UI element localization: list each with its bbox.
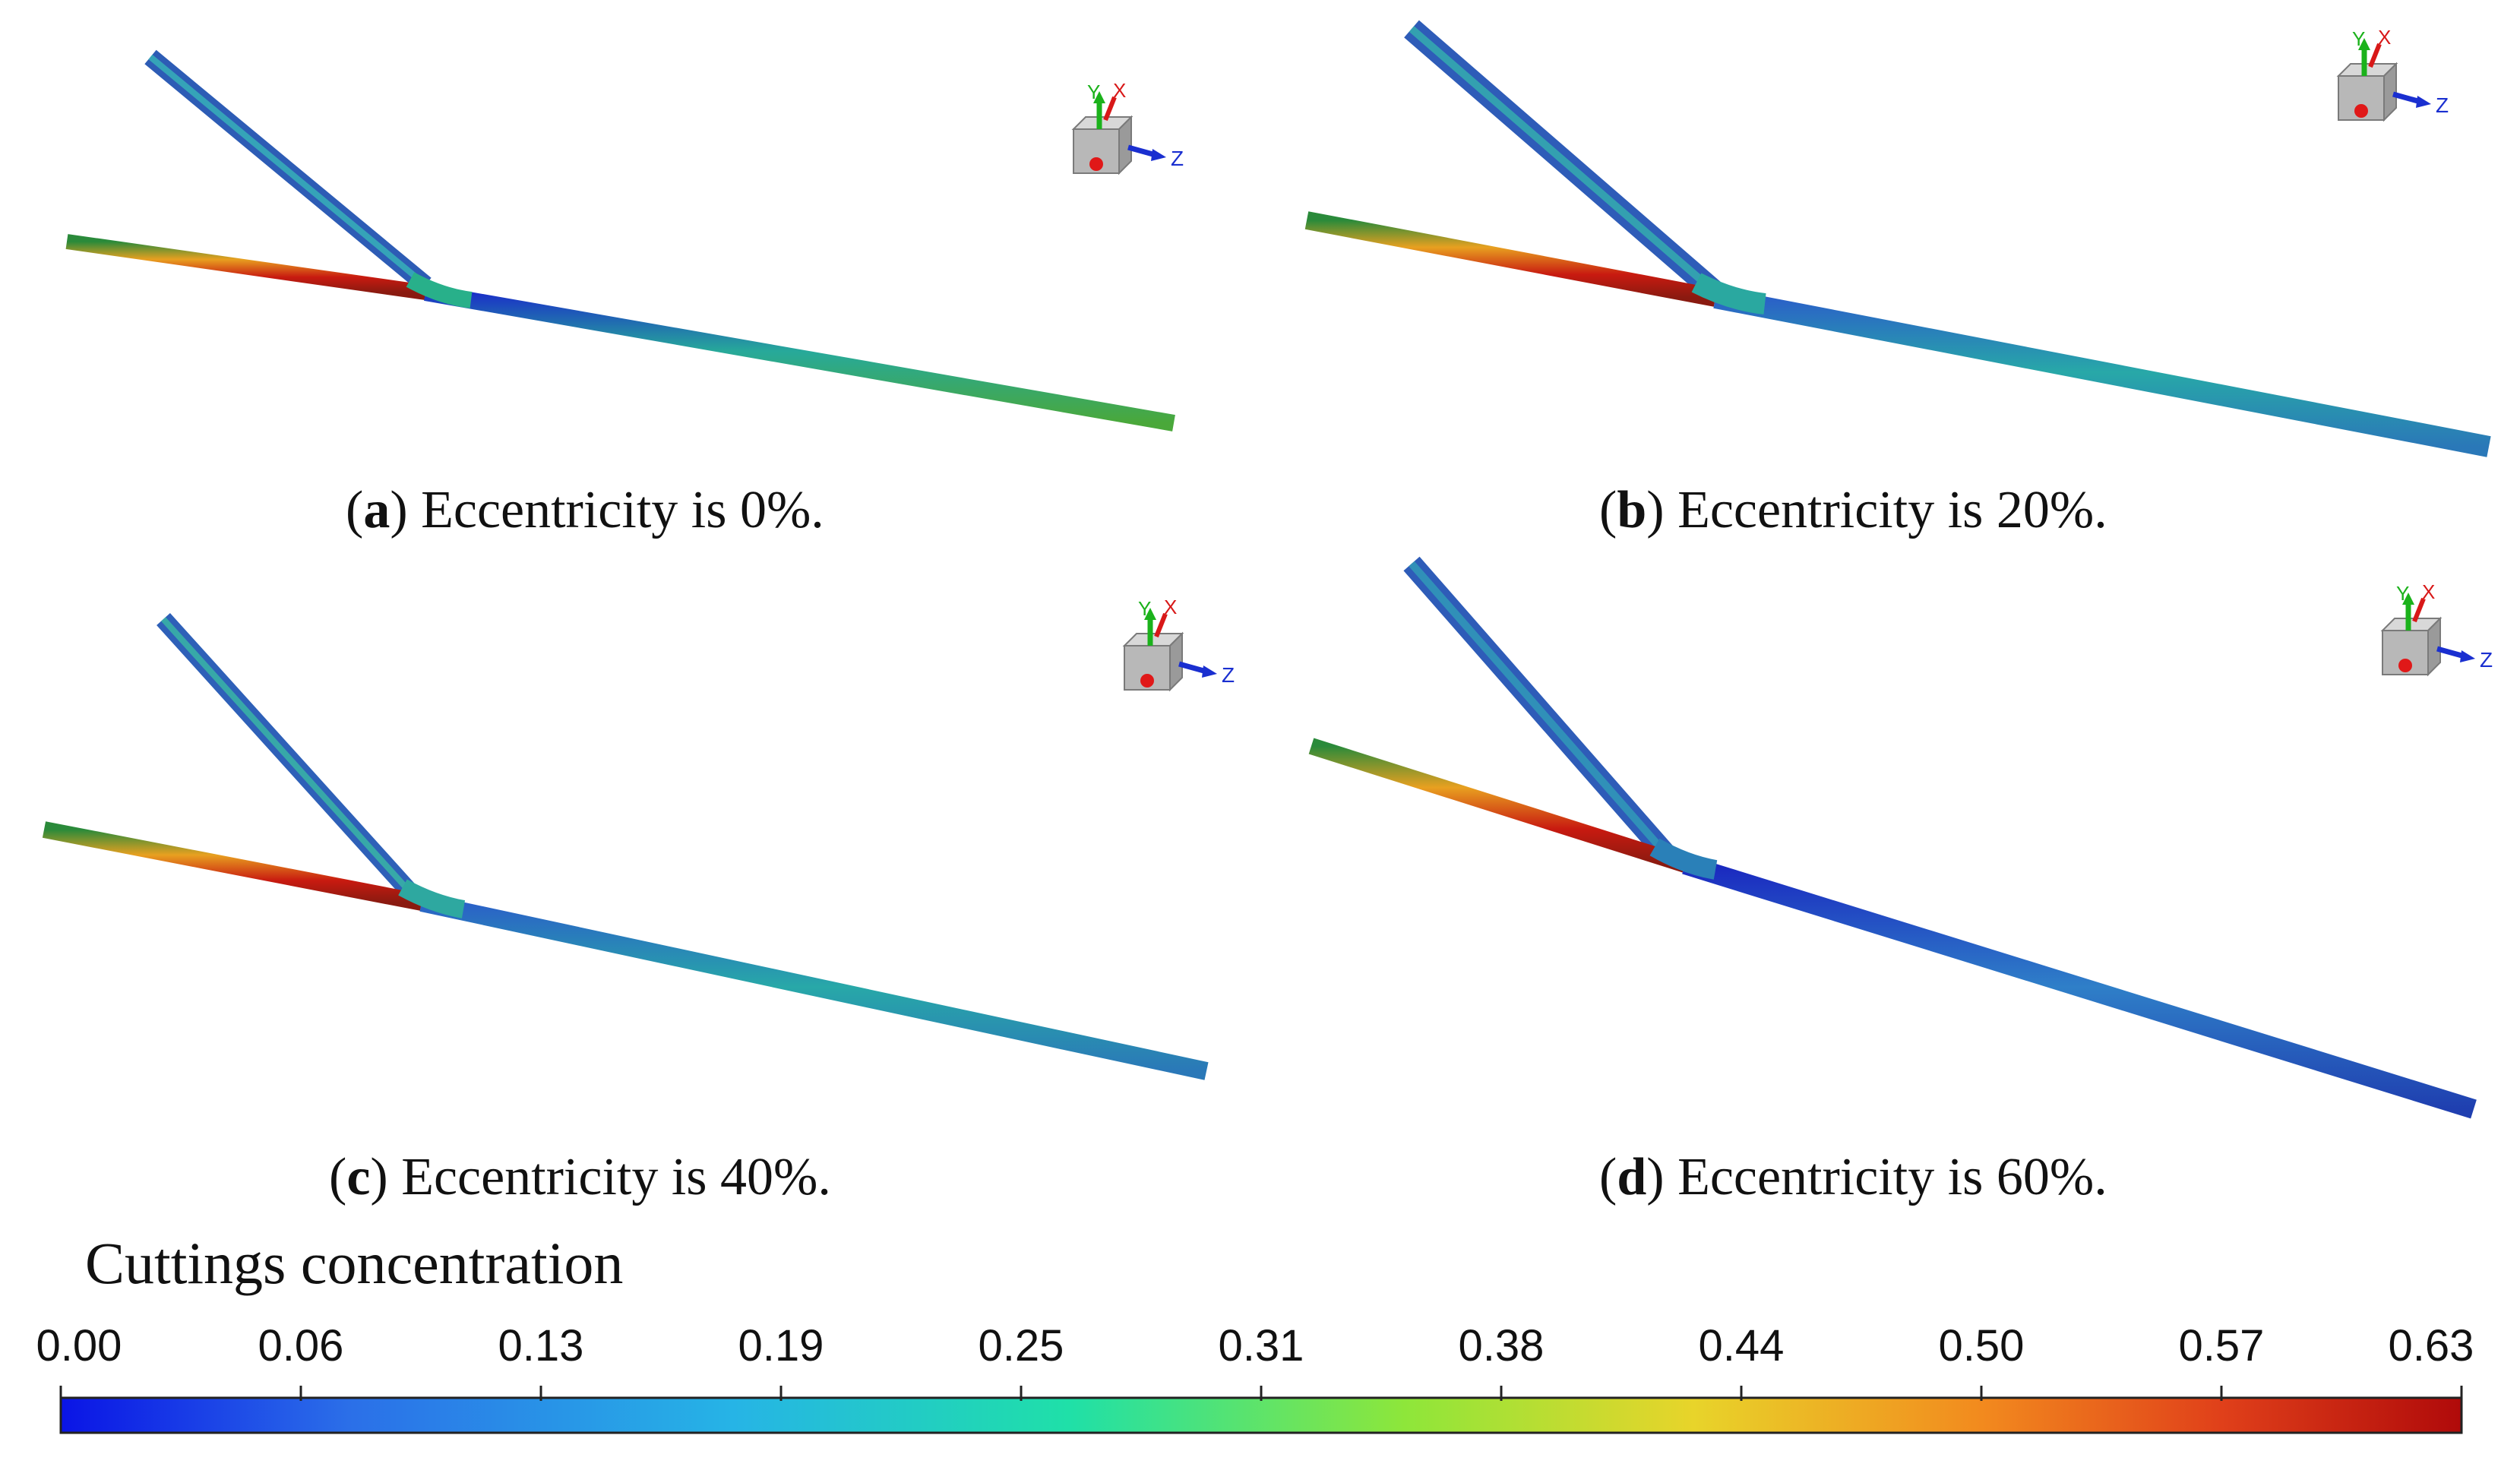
caption-b: (b) Eccentricity is 20%. bbox=[1599, 481, 2107, 539]
triad-b-z-label: Z bbox=[2436, 93, 2449, 117]
colorbar-tick-label: 0.57 bbox=[2178, 1321, 2265, 1370]
panel-a-geometry bbox=[65, 49, 1175, 432]
colorbar-tick-label: 0.06 bbox=[258, 1321, 344, 1370]
triad-a-x-label: X bbox=[1113, 84, 1126, 102]
caption-d-text: Eccentricity is 60%. bbox=[1677, 1148, 2107, 1206]
panel-d-main-pipe bbox=[1682, 855, 2477, 1119]
triad-d: Y X Z bbox=[2380, 585, 2493, 677]
colorbar-tick-label: 0.25 bbox=[978, 1321, 1064, 1370]
caption-c-text: Eccentricity is 40%. bbox=[401, 1148, 831, 1206]
caption-b-letter: b bbox=[1617, 481, 1647, 539]
triad-b-x-label: X bbox=[2378, 30, 2391, 49]
panel-c-main-pipe bbox=[419, 893, 1209, 1080]
panel-b-main-pipe bbox=[1713, 287, 2491, 457]
panel-d-inlet-pipe bbox=[1308, 738, 1688, 873]
caption-c-letter: c bbox=[346, 1148, 371, 1206]
triad-c-x-label: X bbox=[1164, 600, 1177, 618]
colorbar-tick-label: 0.50 bbox=[1938, 1321, 2025, 1370]
caption-d-letter: d bbox=[1617, 1148, 1647, 1206]
panel-c-geometry bbox=[42, 612, 1209, 1080]
colorbar-tick-label: 0.19 bbox=[738, 1321, 824, 1370]
colorbar-gradient bbox=[59, 1396, 2463, 1434]
triad-d-x-label: X bbox=[2422, 585, 2435, 603]
triad-c-z-label: Z bbox=[1222, 663, 1235, 687]
panel-a-main-pipe bbox=[424, 284, 1175, 432]
triad-c-y-label: Y bbox=[1138, 600, 1151, 620]
colorbar-tick-label: 0.00 bbox=[36, 1321, 122, 1370]
panel-b-geometry bbox=[1304, 20, 2491, 457]
colorbar-tick-label: 0.63 bbox=[2388, 1321, 2474, 1370]
caption-a-letter: a bbox=[363, 481, 390, 539]
triad-b-y-label: Y bbox=[2352, 30, 2365, 50]
triad-d-y-label: Y bbox=[2396, 585, 2409, 605]
colorbar-tick-label: 0.44 bbox=[1698, 1321, 1785, 1370]
colorbar-title: Cuttings concentration bbox=[85, 1230, 624, 1296]
caption-c: (c) Eccentricity is 40%. bbox=[329, 1148, 831, 1206]
caption-a: (a) Eccentricity is 0%. bbox=[346, 481, 824, 539]
colorbar-tick-label: 0.31 bbox=[1218, 1321, 1304, 1370]
panel-b-inlet-pipe bbox=[1304, 211, 1718, 307]
colorbar bbox=[59, 1386, 2463, 1434]
colorbar-tick-label: 0.38 bbox=[1458, 1321, 1545, 1370]
triad-a-y-label: Y bbox=[1087, 84, 1100, 103]
panel-a-inlet-pipe bbox=[65, 234, 427, 300]
panel-c-inlet-pipe bbox=[42, 821, 424, 911]
triad-d-z-label: Z bbox=[2480, 648, 2493, 672]
colorbar-tick-label: 0.13 bbox=[498, 1321, 584, 1370]
panel-d-geometry bbox=[1308, 556, 2477, 1119]
caption-d: (d) Eccentricity is 60%. bbox=[1599, 1148, 2107, 1206]
triad-c: Y X Z bbox=[1122, 600, 1235, 692]
triad-a-z-label: Z bbox=[1171, 147, 1184, 170]
triad-b: Y X Z bbox=[2336, 30, 2449, 122]
triad-a: Y X Z bbox=[1071, 84, 1184, 175]
caption-b-text: Eccentricity is 20%. bbox=[1677, 481, 2107, 539]
caption-a-text: Eccentricity is 0%. bbox=[421, 481, 824, 539]
